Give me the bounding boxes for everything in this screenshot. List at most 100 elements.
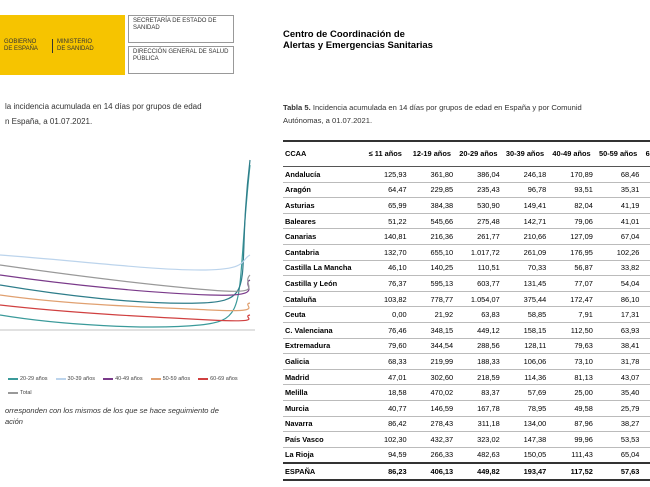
table-cell: 77,07 — [574, 278, 593, 288]
table-cell: 81,66 — [641, 291, 650, 307]
table-cell: 344,54 — [430, 341, 454, 351]
table-cell: 41,01 — [620, 216, 640, 226]
table-cell: 57,69 — [527, 388, 547, 398]
legend-item: Total — [8, 390, 32, 396]
table-row: La Rioja 94,59 266,33 482,63 150,05 111,43 65,… — [283, 447, 650, 464]
table-cell: 17,31 — [620, 310, 640, 320]
table-cell: 51,11 — [641, 385, 650, 401]
table-cell: 49,99 — [641, 463, 650, 480]
legend-label: Total — [20, 390, 32, 396]
table-cell: 150,05 — [523, 450, 547, 460]
table-cell: 384,38 — [430, 200, 454, 210]
table-cell: Castilla y León — [285, 278, 338, 288]
table-cell: 63,83 — [481, 310, 500, 320]
table-cell: 32,13 — [641, 432, 650, 448]
table-cell: Galicia — [285, 356, 310, 366]
table-cell: 102,26 — [616, 247, 640, 257]
table-cell: Castilla La Mancha — [285, 263, 352, 273]
table-cell: 193,47 — [523, 467, 547, 477]
table-row: Andalucía 125,93 361,80 386,04 246,18 170,89 6… — [283, 167, 650, 183]
table-cell: 19,60 — [641, 354, 650, 370]
table-cell: Murcia — [285, 403, 309, 413]
table-row: Murcia 40,77 146,59 167,78 78,95 49,58 25,7923… — [283, 400, 650, 416]
table-cell: 218,59 — [477, 372, 500, 382]
table-cell: 94,59 — [388, 450, 407, 460]
legend-swatch — [55, 377, 66, 380]
table-cell: 33,86 — [641, 416, 650, 432]
legend-swatch — [103, 377, 114, 380]
legend-swatch — [150, 377, 161, 380]
column-header: 50-59 años — [594, 141, 642, 167]
table-cell: 49,58 — [574, 403, 593, 413]
table-cell: 167,78 — [477, 403, 500, 413]
table-cell: 78,95 — [527, 403, 547, 413]
table-cell: 25,00 — [574, 388, 593, 398]
table-cell: 311,18 — [477, 419, 500, 429]
table-cell: Extremadura — [285, 341, 331, 351]
table-cell: Baleares — [285, 216, 316, 226]
table-row: Castilla y León 76,37 595,13 603,77 131,45 77… — [283, 276, 650, 292]
table-cell: 0,00 — [641, 307, 650, 323]
table-cell: 63,93 — [620, 325, 640, 335]
table-cell: 83,37 — [481, 388, 500, 398]
table-cell: 33,82 — [620, 263, 640, 273]
table-cell: 134,00 — [523, 419, 547, 429]
table-cell: 64,47 — [388, 185, 407, 195]
table-cell: 406,13 — [430, 467, 454, 477]
table-cell: 470,02 — [430, 388, 454, 398]
table-cell: 40,77 — [388, 403, 407, 413]
legend-swatch — [8, 377, 18, 380]
table-cell: 87,96 — [574, 419, 593, 429]
table-cell: 278,43 — [430, 419, 454, 429]
logo-text: GOBIERNO DE ESPAÑA — [4, 39, 38, 53]
table-cell: 131,45 — [523, 278, 547, 288]
column-header: 12-19 años — [408, 141, 456, 167]
table-cell: 43,39 — [641, 322, 650, 338]
table-cell: 146,59 — [430, 403, 454, 413]
table-cell: 172,47 — [570, 294, 593, 304]
table-cell: 188,33 — [477, 356, 500, 366]
table-cell: 1.054,07 — [470, 294, 500, 304]
header-box: SECRETARÍA DE ESTADO DE SANIDAD — [128, 15, 234, 43]
table-cell: 42,42 — [641, 447, 650, 463]
table-cell: 70,33 — [527, 263, 547, 273]
table-cell: 38,41 — [620, 341, 640, 351]
figure-note: orresponden con los mismos de los que se… — [5, 405, 219, 427]
table-cell: 112,50 — [570, 325, 593, 335]
legend-swatch — [8, 391, 18, 394]
note-line: orresponden con los mismos de los que se… — [5, 406, 219, 415]
table-cell: 170,89 — [570, 169, 593, 179]
table-cell: 219,99 — [430, 356, 454, 366]
table-cell: 35,40 — [620, 388, 640, 398]
table-row: Extremadura 79,60 344,54 288,56 128,11 79,63 3… — [283, 338, 650, 354]
legend-label: 60-69 años — [210, 376, 238, 382]
table-row: Asturias 65,99 384,38 530,90 149,41 82,04 41,1… — [283, 198, 650, 214]
table-cell: 35,31 — [620, 185, 640, 195]
table-cell: 86,23 — [388, 467, 407, 477]
table-cell: 603,77 — [477, 278, 500, 288]
table-cell: La Rioja — [285, 450, 314, 460]
table-row: Cantabria 132,70 655,10 1.017,72 261,09 176,9… — [283, 244, 650, 261]
ministry-line: DE SANIDAD — [57, 46, 94, 52]
table-wrap: CCAA ≤ 11 años 12-19 años 20-29 años 30-39 a… — [283, 140, 650, 481]
table-row: País Vasco 102,30 432,37 323,02 147,38 99,96 5… — [283, 432, 650, 448]
table-cell: Melilla — [285, 388, 308, 398]
column-header: 40-49 años — [548, 141, 595, 167]
caption-label: Tabla 5. — [283, 103, 311, 112]
table-cell: 111,43 — [571, 450, 593, 460]
table-cell: 229,85 — [430, 185, 454, 195]
table-cell: Canarias — [285, 232, 317, 242]
column-header: CCAA — [283, 141, 362, 167]
table-row: Cataluña 103,82 778,77 1.054,07 375,44 172,47… — [283, 291, 650, 307]
table-cell: 1.017,72 — [470, 247, 500, 257]
table-row: ESPAÑA 86,23 406,13 449,82 193,47 117,52 57,63… — [283, 463, 650, 480]
table-cell: 158,15 — [523, 325, 547, 335]
logo: GOBIERNO DE ESPAÑA MINISTERIO DE SANIDAD — [0, 15, 125, 75]
legend-label: 40-49 años — [115, 376, 143, 382]
table-cell: 216,36 — [430, 232, 454, 242]
legend-item: 20-29 años — [8, 376, 48, 382]
table-cell: 43,07 — [620, 372, 640, 382]
table-cell: 127,09 — [570, 232, 593, 242]
table-cell: 38,27 — [620, 419, 640, 429]
